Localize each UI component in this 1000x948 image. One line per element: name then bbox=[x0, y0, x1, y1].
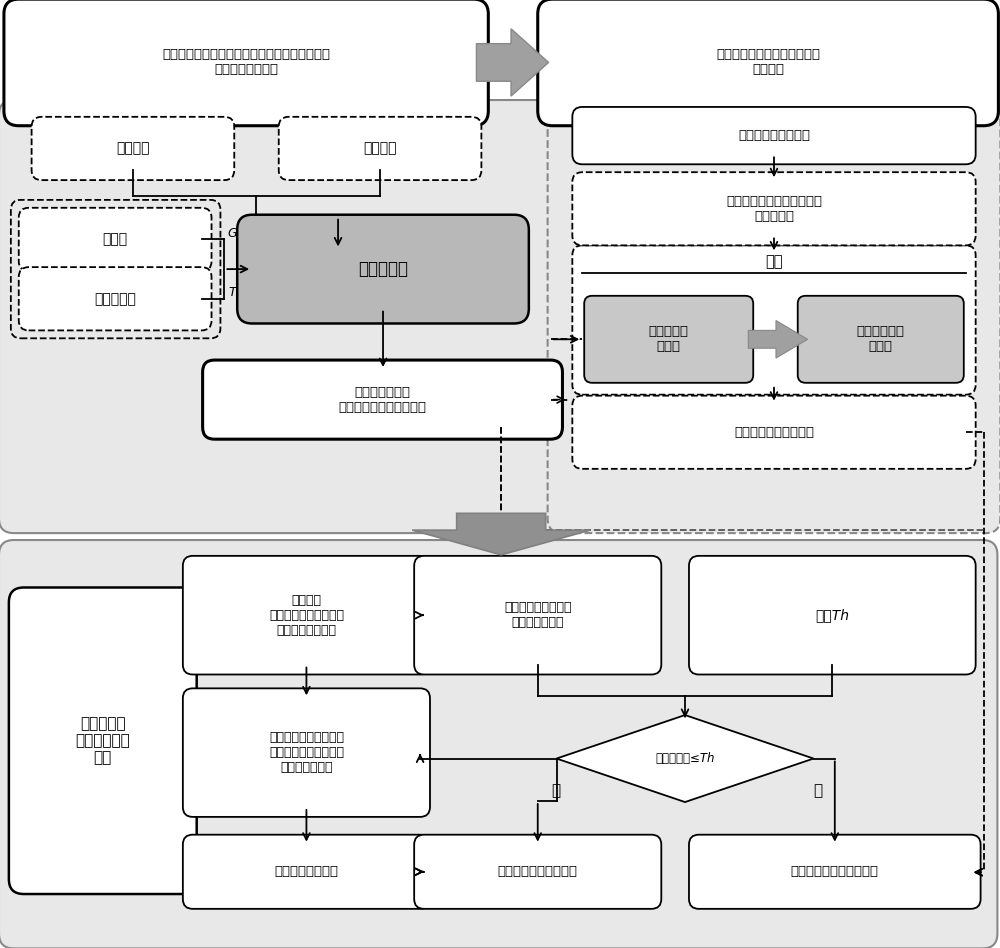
Text: 将最近邻条件下参数值转换到
未知条件: 将最近邻条件下参数值转换到 未知条件 bbox=[716, 48, 820, 77]
FancyBboxPatch shape bbox=[572, 173, 976, 246]
FancyBboxPatch shape bbox=[183, 556, 430, 675]
Text: 依据归一化距离在网格点中
寻找最近邻: 依据归一化距离在网格点中 寻找最近邻 bbox=[726, 194, 822, 223]
FancyBboxPatch shape bbox=[0, 540, 997, 948]
Text: 否: 否 bbox=[813, 783, 822, 797]
Text: 分别以这两个条件下提
取的参数值作为基准，
计算模型参数值: 分别以这两个条件下提 取的参数值作为基准， 计算模型参数值 bbox=[269, 731, 344, 775]
FancyBboxPatch shape bbox=[689, 834, 981, 909]
Text: 电池片温度: 电池片温度 bbox=[94, 292, 136, 306]
Text: 未知模型参数的条件: 未知模型参数的条件 bbox=[738, 129, 810, 142]
FancyBboxPatch shape bbox=[689, 556, 976, 675]
Polygon shape bbox=[748, 320, 808, 358]
Text: 在网格点
中寻找距离未知条件最
近的两个测试条件: 在网格点 中寻找距离未知条件最 近的两个测试条件 bbox=[269, 593, 344, 637]
Polygon shape bbox=[476, 28, 549, 96]
FancyBboxPatch shape bbox=[4, 0, 488, 126]
Text: 阈值Th: 阈值Th bbox=[815, 609, 849, 622]
Polygon shape bbox=[412, 513, 590, 555]
FancyBboxPatch shape bbox=[279, 117, 481, 180]
Text: T: T bbox=[228, 286, 236, 300]
FancyBboxPatch shape bbox=[414, 834, 661, 909]
FancyBboxPatch shape bbox=[183, 834, 430, 909]
Text: 采用双迭代算法提取特定辐照度和温度条件下的
单二极管模型参数: 采用双迭代算法提取特定辐照度和温度条件下的 单二极管模型参数 bbox=[162, 48, 330, 77]
FancyBboxPatch shape bbox=[19, 208, 212, 271]
Text: 特定测试条件下
单二极管模型五参数数值: 特定测试条件下 单二极管模型五参数数值 bbox=[339, 386, 427, 413]
FancyBboxPatch shape bbox=[572, 107, 976, 164]
FancyBboxPatch shape bbox=[798, 296, 964, 383]
Text: 基于最近邻条件转换参数: 基于最近邻条件转换参数 bbox=[791, 866, 879, 878]
Text: 最近邻条件下
参数值: 最近邻条件下 参数值 bbox=[857, 325, 905, 354]
Text: 距离平方差≤Th: 距离平方差≤Th bbox=[655, 752, 715, 765]
FancyBboxPatch shape bbox=[538, 0, 998, 126]
FancyBboxPatch shape bbox=[0, 100, 572, 533]
FancyBboxPatch shape bbox=[572, 395, 976, 469]
Text: 双迭代算法: 双迭代算法 bbox=[358, 260, 408, 278]
Text: G: G bbox=[227, 227, 237, 240]
Text: 标准条件下
参数值: 标准条件下 参数值 bbox=[649, 325, 689, 354]
FancyBboxPatch shape bbox=[32, 117, 234, 180]
FancyBboxPatch shape bbox=[9, 588, 197, 894]
FancyBboxPatch shape bbox=[183, 688, 430, 817]
Text: 模拟电流电压曲线: 模拟电流电压曲线 bbox=[274, 866, 338, 878]
FancyBboxPatch shape bbox=[203, 360, 562, 439]
FancyBboxPatch shape bbox=[548, 100, 1000, 533]
Text: 是: 是 bbox=[551, 783, 560, 797]
FancyBboxPatch shape bbox=[584, 296, 753, 383]
Text: 距离加权的
改进参数估计
方法: 距离加权的 改进参数估计 方法 bbox=[75, 716, 130, 766]
Text: 基准: 基准 bbox=[765, 254, 783, 269]
FancyBboxPatch shape bbox=[237, 214, 529, 323]
Text: 辐照度: 辐照度 bbox=[103, 232, 128, 246]
Text: 计算它们与未知条件
之间距离平方差: 计算它们与未知条件 之间距离平方差 bbox=[504, 601, 571, 629]
FancyBboxPatch shape bbox=[19, 267, 212, 331]
Text: 数据手册: 数据手册 bbox=[116, 141, 150, 155]
FancyBboxPatch shape bbox=[414, 556, 661, 675]
Text: 未知条件下模型参数值: 未知条件下模型参数值 bbox=[734, 426, 814, 439]
FancyBboxPatch shape bbox=[572, 246, 976, 394]
Polygon shape bbox=[557, 715, 814, 802]
Text: 实测曲线: 实测曲线 bbox=[363, 141, 397, 155]
FancyBboxPatch shape bbox=[11, 200, 220, 338]
Text: 引入距离加权后的结果: 引入距离加权后的结果 bbox=[498, 866, 578, 878]
